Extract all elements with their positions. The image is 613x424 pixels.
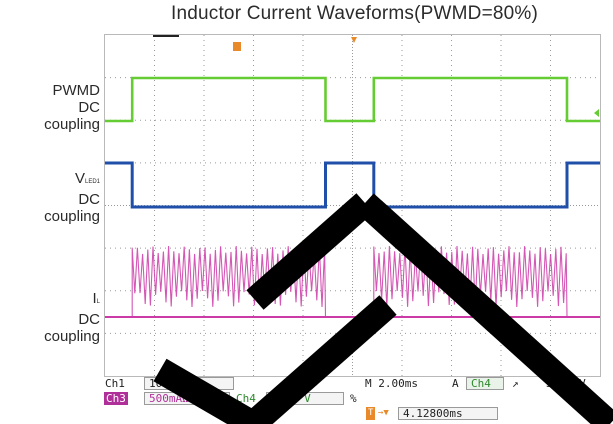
trigger-level: 3.60 V bbox=[546, 377, 586, 390]
chart-title: Inductor Current Waveforms(PWMD=80%) bbox=[170, 3, 539, 24]
timebase: M 2.00ms bbox=[365, 377, 418, 390]
trigger-position-arrow: →▼ bbox=[378, 408, 389, 418]
il-label-main: IL bbox=[0, 290, 100, 311]
trigger-position-triangle bbox=[351, 37, 357, 43]
vled-label-sub: LED1 bbox=[84, 179, 100, 185]
trigger-channel: Ch4 bbox=[466, 377, 504, 390]
vled-label-line3: coupling bbox=[44, 208, 100, 225]
vled-label-line2: DC bbox=[78, 191, 100, 208]
il-label-sub: L bbox=[96, 299, 100, 305]
vled-label-main: VLED1 bbox=[0, 170, 100, 191]
il-label-i: I bbox=[92, 290, 97, 307]
il-label: IL DC coupling bbox=[0, 290, 100, 345]
pwmd-label-line1: PWMD bbox=[52, 82, 101, 99]
ch3-tag: Ch3 bbox=[104, 392, 128, 405]
ch1-scale: 10.0 V bbox=[144, 377, 234, 390]
trace-pwmd bbox=[105, 76, 600, 123]
pwmd-label: PWMD DC coupling bbox=[0, 82, 100, 133]
vled-label-v: V bbox=[74, 170, 85, 187]
ch4-coupling: % bbox=[350, 392, 357, 405]
scope-plot bbox=[105, 35, 600, 376]
trigger-position-marker: T bbox=[366, 407, 376, 420]
trigger-mode: A bbox=[452, 377, 459, 390]
vled-label: VLED1 DC coupling bbox=[0, 170, 100, 225]
scope-screen bbox=[104, 34, 601, 377]
ch1-tag: Ch1 bbox=[105, 377, 125, 390]
ch4-scale: 5.00 V bbox=[266, 392, 344, 405]
trace-vled1 bbox=[105, 161, 600, 209]
il-label-line3: coupling bbox=[44, 328, 100, 345]
il-label-line2: DC bbox=[78, 311, 100, 328]
pwmd-label-line3: coupling bbox=[44, 116, 100, 133]
trigger-position: 4.12800ms bbox=[398, 407, 498, 420]
trigger-slope: ↗ bbox=[512, 377, 519, 390]
ch3-scale: 500mAΩ bbox=[144, 392, 230, 405]
pwmd-label-line2: DC bbox=[78, 99, 100, 116]
trigger-time-marker bbox=[233, 42, 241, 51]
trigger-level-marker bbox=[594, 109, 599, 117]
ch4-tag: Ch4 bbox=[236, 392, 256, 405]
